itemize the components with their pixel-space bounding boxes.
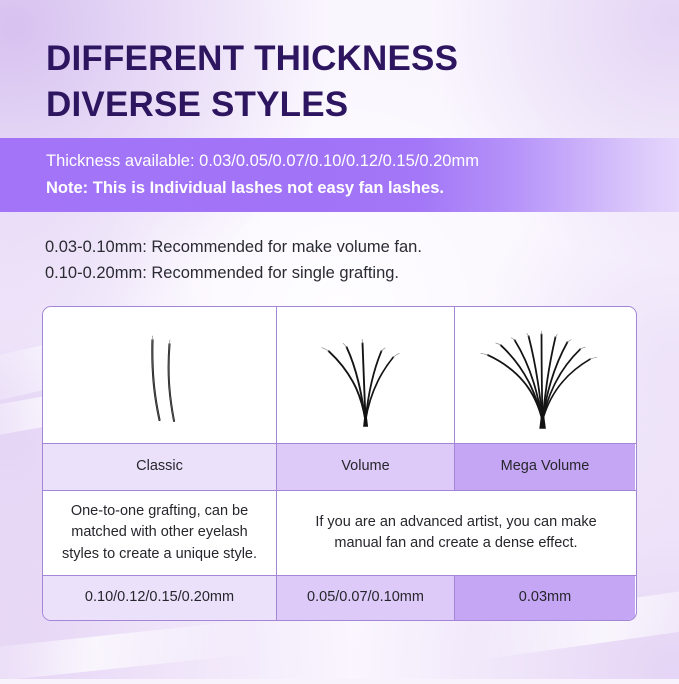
lash-style-comparison-table: Classic Volume Mega Volume One-to-one gr… — [42, 306, 637, 621]
recommendation-line-2: 0.10-0.20mm: Recommended for single graf… — [45, 264, 400, 283]
table-cell-mega-volume-art — [454, 307, 635, 443]
table-cell-sizes-classic: 0.10/0.12/0.15/0.20mm — [43, 576, 276, 620]
page-title-line-2: DIVERSE STYLES — [46, 84, 349, 124]
page-title: DIFFERENT THICKNESS DIVERSE STYLES — [46, 36, 646, 127]
table-cell-sizes-mega-volume: 0.03mm — [454, 576, 635, 620]
table-cell-sizes-volume: 0.05/0.07/0.10mm — [276, 576, 454, 620]
table-cell-description-volume-mega: If you are an advanced artist, you can m… — [276, 491, 635, 575]
page-title-line-1: DIFFERENT THICKNESS — [46, 39, 459, 78]
description-classic-text: One-to-one grafting, can be matched with… — [61, 503, 258, 562]
table-cell-label-classic: Classic — [43, 444, 276, 490]
table-row-sizes: 0.10/0.12/0.15/0.20mm 0.05/0.07/0.10mm 0… — [43, 575, 636, 620]
table-cell-volume-art — [276, 307, 454, 443]
recommendation-line-1: 0.03-0.10mm: Recommended for make volume… — [45, 238, 422, 256]
table-cell-label-mega-volume: Mega Volume — [454, 444, 635, 490]
description-volume-text: If you are an advanced artist, you can m… — [315, 513, 597, 551]
table-cell-description-classic: One-to-one grafting, can be matched with… — [43, 491, 276, 575]
recommendation-block: 0.03-0.10mm: Recommended for make volume… — [45, 234, 422, 286]
product-note-text: Note: This is Individual lashes not easy… — [46, 179, 444, 197]
two-single-lashes-icon — [151, 335, 175, 422]
table-row-style-labels: Classic Volume Mega Volume — [43, 443, 636, 490]
table-cell-label-volume: Volume — [276, 444, 454, 490]
table-row-illustrations — [43, 307, 636, 443]
thickness-available-text: Thickness available: 0.03/0.05/0.07/0.10… — [46, 152, 479, 171]
mega-volume-fan-lash-icon — [480, 330, 598, 429]
thickness-banner: Thickness available: 0.03/0.05/0.07/0.10… — [0, 138, 679, 212]
table-cell-classic-art — [43, 307, 276, 443]
volume-fan-lash-icon — [321, 339, 400, 427]
table-row-descriptions: One-to-one grafting, can be matched with… — [43, 490, 636, 575]
